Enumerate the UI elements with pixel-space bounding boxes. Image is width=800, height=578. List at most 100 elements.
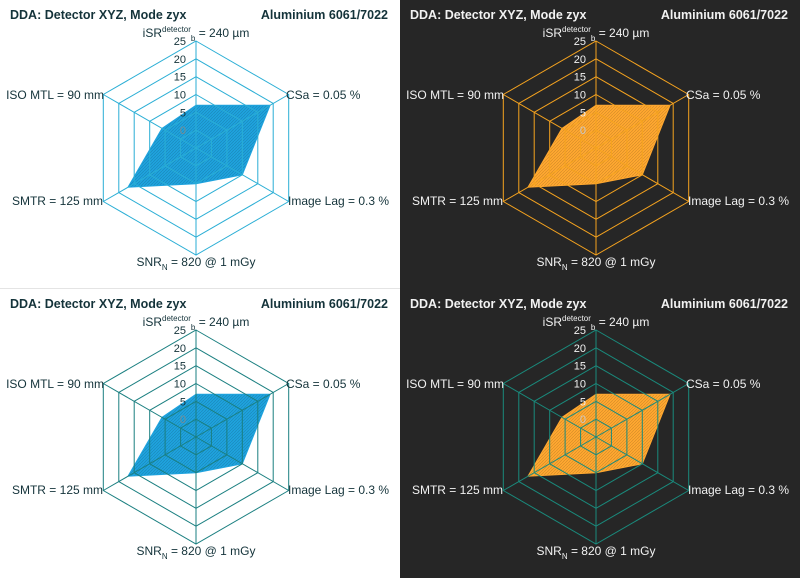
radar-panel-light-teal: DDA: Detector XYZ, Mode zyx Aluminium 60… bbox=[0, 289, 400, 578]
tick-label: 20 bbox=[574, 343, 586, 355]
radar-panel-dark-teal: DDA: Detector XYZ, Mode zyx Aluminium 60… bbox=[400, 289, 800, 578]
axis-label-superscript: detector bbox=[162, 25, 191, 34]
tick-label: 10 bbox=[574, 379, 586, 391]
panel-title-detector: DDA: Detector XYZ, Mode zyx bbox=[10, 8, 187, 22]
axis-label: Image Lag = 0.3 % bbox=[288, 194, 389, 208]
axis-label-superscript: detector bbox=[562, 314, 591, 323]
axis-label-text: iSR bbox=[143, 26, 163, 40]
tick-label: 0 bbox=[580, 125, 586, 137]
tick-label: 15 bbox=[174, 361, 186, 373]
grid-spoke bbox=[595, 147, 689, 202]
axis-label-subscript: N bbox=[162, 263, 168, 272]
axis-label: CSa = 0.05 % bbox=[686, 377, 761, 391]
grid-spoke bbox=[103, 383, 197, 438]
axis-label-value: = 820 @ 1 mGy bbox=[168, 544, 256, 558]
panel-title-detector: DDA: Detector XYZ, Mode zyx bbox=[10, 297, 187, 311]
axis-label-superscript: detector bbox=[562, 25, 591, 34]
axis-label-text: iSR bbox=[543, 315, 563, 329]
grid-spoke bbox=[103, 436, 197, 491]
axis-label: iSRdetectorb = 240 µm bbox=[543, 25, 650, 43]
axis-label-text: ISO MTL = 90 mm bbox=[6, 88, 104, 102]
axis-label: ISO MTL = 90 mm bbox=[406, 377, 504, 391]
radar-chart: 25 20 15 10 5 0 iSRdetectorb = 240 µm CSa = 0.0… bbox=[406, 25, 789, 272]
grid-spoke bbox=[195, 436, 289, 491]
tick-label: 5 bbox=[180, 107, 186, 119]
axis-label-text: Image Lag = 0.3 % bbox=[688, 483, 789, 497]
panel-title-material: Aluminium 6061/7022 bbox=[660, 8, 788, 22]
axis-label-value: = 820 @ 1 mGy bbox=[168, 255, 256, 269]
axis-label-text: SNR bbox=[136, 544, 162, 558]
axis-label-text: SMTR = 125 mm bbox=[12, 194, 103, 208]
axis-label-subscript: N bbox=[562, 263, 568, 272]
axis-label-value: = 820 @ 1 mGy bbox=[568, 544, 656, 558]
panel-title-material: Aluminium 6061/7022 bbox=[260, 8, 388, 22]
axis-label-text: ISO MTL = 90 mm bbox=[406, 377, 504, 391]
axis-label-text: CSa = 0.05 % bbox=[286, 88, 361, 102]
tick-label: 25 bbox=[174, 325, 186, 337]
tick-label: 0 bbox=[180, 414, 186, 426]
grid-spoke bbox=[595, 436, 689, 491]
tick-label: 15 bbox=[574, 361, 586, 373]
tick-label: 5 bbox=[180, 396, 186, 408]
axis-label-text: SNR bbox=[136, 255, 162, 269]
axis-label: iSRdetectorb = 240 µm bbox=[143, 25, 250, 43]
panel-title-material: Aluminium 6061/7022 bbox=[260, 297, 388, 311]
axis-label-text: ISO MTL = 90 mm bbox=[6, 377, 104, 391]
axis-label-text: Image Lag = 0.3 % bbox=[688, 194, 789, 208]
axis-label-value: = 240 µm bbox=[195, 315, 249, 329]
tick-label: 15 bbox=[574, 72, 586, 84]
grid-spoke bbox=[195, 383, 289, 438]
radar-chart: 25 20 15 10 5 0 iSRdetectorb = 240 µm CSa = 0.0… bbox=[406, 314, 789, 561]
tick-label: 10 bbox=[174, 90, 186, 102]
grid-spoke bbox=[595, 383, 689, 438]
panel-divider bbox=[0, 288, 400, 289]
tick-label: 5 bbox=[580, 107, 586, 119]
panel-title-material: Aluminium 6061/7022 bbox=[660, 297, 788, 311]
axis-label-value: = 240 µm bbox=[595, 26, 649, 40]
axis-label: CSa = 0.05 % bbox=[686, 88, 761, 102]
axis-label-text: CSa = 0.05 % bbox=[686, 377, 761, 391]
grid-spoke bbox=[503, 94, 597, 149]
axis-label-subscript: b bbox=[591, 34, 596, 43]
axis-label-text: SNR bbox=[536, 544, 562, 558]
grid-spoke bbox=[503, 383, 597, 438]
axis-label-text: Image Lag = 0.3 % bbox=[288, 483, 389, 497]
axis-label-text: SMTR = 125 mm bbox=[412, 483, 503, 497]
tick-label: 15 bbox=[174, 72, 186, 84]
axis-label-superscript: detector bbox=[162, 314, 191, 323]
axis-label: Image Lag = 0.3 % bbox=[288, 483, 389, 497]
axis-label-text: iSR bbox=[543, 26, 563, 40]
axis-label-value: = 240 µm bbox=[595, 315, 649, 329]
axis-label: SNRN = 820 @ 1 mGy bbox=[136, 544, 255, 561]
grid-spoke bbox=[595, 94, 689, 149]
grid-spoke bbox=[103, 94, 197, 149]
axis-label: SMTR = 125 mm bbox=[412, 194, 503, 208]
axis-label-text: iSR bbox=[143, 315, 163, 329]
axis-label: Image Lag = 0.3 % bbox=[688, 483, 789, 497]
grid-spoke bbox=[503, 436, 597, 491]
axis-label-text: CSa = 0.05 % bbox=[686, 88, 761, 102]
radar-chart: 25 20 15 10 5 0 iSRdetectorb = 240 µm CSa = 0.0… bbox=[6, 25, 389, 272]
tick-label: 25 bbox=[574, 325, 586, 337]
axis-label-value: = 820 @ 1 mGy bbox=[568, 255, 656, 269]
axis-label-text: SNR bbox=[536, 255, 562, 269]
axis-label-text: SMTR = 125 mm bbox=[412, 194, 503, 208]
tick-label: 20 bbox=[174, 54, 186, 66]
tick-label: 10 bbox=[574, 90, 586, 102]
axis-label: SMTR = 125 mm bbox=[412, 483, 503, 497]
axis-label-subscript: N bbox=[162, 552, 168, 561]
tick-label: 25 bbox=[174, 36, 186, 48]
axis-label: SMTR = 125 mm bbox=[12, 194, 103, 208]
tick-label: 10 bbox=[174, 379, 186, 391]
axis-label-subscript: N bbox=[562, 552, 568, 561]
axis-label: CSa = 0.05 % bbox=[286, 88, 361, 102]
axis-label: iSRdetectorb = 240 µm bbox=[543, 314, 650, 332]
axis-label: CSa = 0.05 % bbox=[286, 377, 361, 391]
tick-label: 25 bbox=[574, 36, 586, 48]
tick-label: 20 bbox=[174, 343, 186, 355]
axis-label: ISO MTL = 90 mm bbox=[6, 377, 104, 391]
axis-label-text: CSa = 0.05 % bbox=[286, 377, 361, 391]
axis-label: ISO MTL = 90 mm bbox=[406, 88, 504, 102]
axis-label-subscript: b bbox=[191, 34, 196, 43]
grid-spoke bbox=[195, 94, 289, 149]
